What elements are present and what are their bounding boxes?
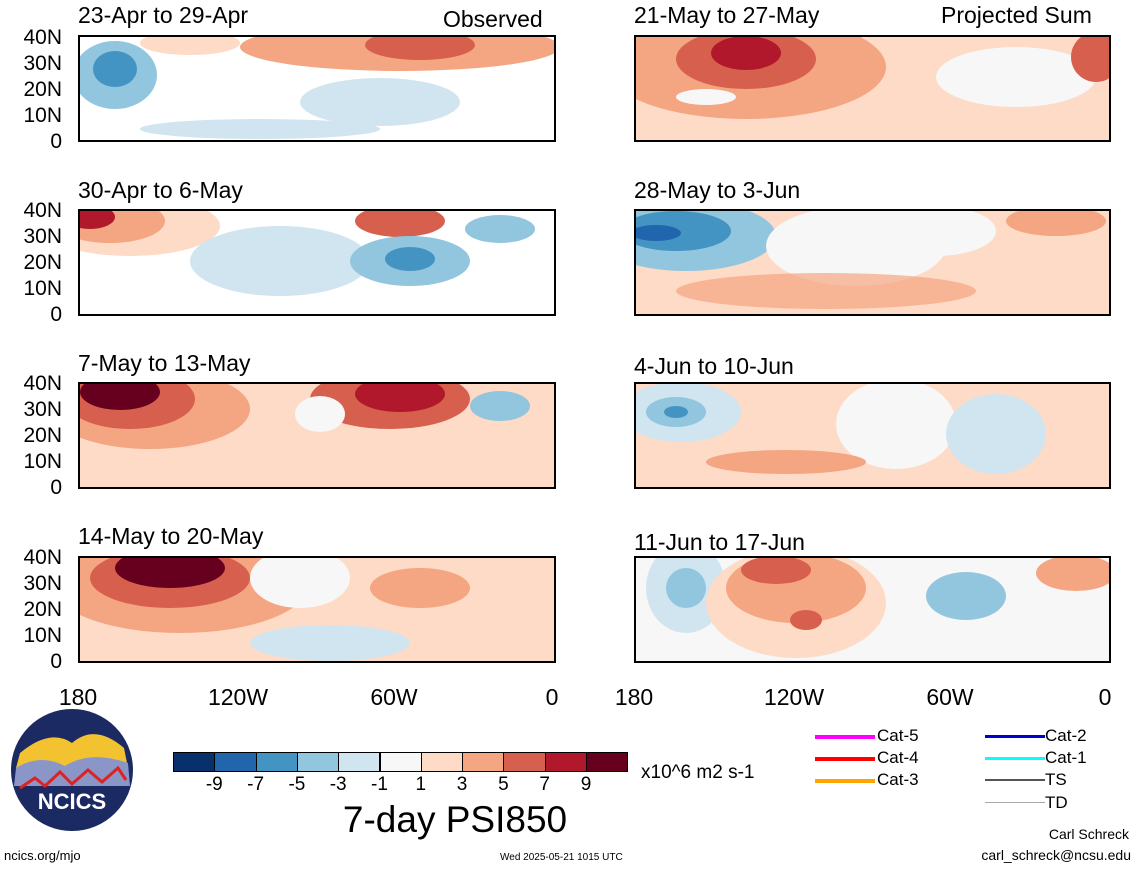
lat-label: 0: [50, 303, 62, 326]
panel-tag-projected: Projected Sum: [941, 2, 1092, 28]
colorbar-label: 3: [456, 774, 468, 795]
map-panel: [78, 556, 556, 663]
lon-label: 120W: [207, 684, 269, 710]
footer-email[interactable]: carl_schreck@ncsu.edu: [981, 847, 1131, 863]
lat-label: 20N: [23, 78, 62, 101]
colorbar-swatch: [544, 752, 587, 772]
map-panel: [78, 209, 556, 316]
legend-label: TD: [1045, 793, 1068, 812]
lat-label: 10N: [23, 450, 62, 473]
legend-line-cat3: [815, 779, 875, 783]
panel-title: 11-Jun to 17-Jun: [634, 529, 805, 555]
colorbar-swatch: [296, 752, 340, 772]
legend-line-cat5: [815, 735, 875, 739]
panel-title: 4-Jun to 10-Jun: [634, 353, 794, 379]
legend-line-cat4: [815, 757, 875, 761]
colorbar-swatch: [255, 752, 298, 772]
colorbar-swatch: [214, 752, 257, 772]
panel-title: 14-May to 20-May: [78, 523, 264, 549]
lat-label: 20N: [23, 598, 62, 621]
panel-title: 30-Apr to 6-May: [78, 177, 243, 203]
footer-link[interactable]: ncics.org/mjo: [4, 848, 81, 863]
lat-label: 20N: [23, 251, 62, 274]
legend-label: Cat-4: [877, 748, 919, 767]
panel-tag-observed: Observed: [443, 6, 543, 32]
colorbar-units: x10^6 m2 s-1: [641, 762, 755, 783]
colorbar-swatch: [420, 752, 464, 772]
colorbar-label: -3: [329, 774, 347, 795]
panel-title: 21-May to 27-May: [634, 2, 820, 28]
legend-line-cat2: [985, 735, 1045, 738]
lon-label: 180: [58, 684, 98, 710]
lat-label: 40N: [23, 372, 62, 395]
map-panel: [634, 382, 1111, 489]
legend-line-ts: [985, 779, 1045, 781]
main-title: 7-day PSI850: [342, 799, 568, 840]
colorbar-swatch: [173, 752, 216, 772]
footer-timestamp: Wed 2025-05-21 1015 UTC: [500, 852, 623, 863]
lon-label: 0: [1098, 684, 1112, 710]
map-panel: [634, 209, 1111, 316]
lon-label: 180: [614, 684, 654, 710]
legend-label: Cat-5: [877, 726, 919, 745]
lat-label: 30N: [23, 52, 62, 75]
lat-label: 30N: [23, 572, 62, 595]
colorbar-label: 7: [539, 774, 550, 795]
footer-author: Carl Schreck: [1048, 826, 1129, 842]
lon-label: 0: [545, 684, 559, 710]
map-panel: [78, 35, 556, 142]
colorbar-label: -9: [205, 774, 223, 795]
panel-title: 7-May to 13-May: [78, 350, 251, 376]
panel-title: 28-May to 3-Jun: [634, 177, 801, 203]
lon-label: 60W: [926, 684, 974, 710]
colorbar-label: -7: [247, 774, 265, 795]
lat-label: 10N: [23, 104, 62, 127]
lon-label: 120W: [763, 684, 825, 710]
ncics-logo: NCICS: [10, 708, 134, 832]
map-panel: [634, 35, 1111, 142]
colorbar-label: 5: [498, 774, 509, 795]
colorbar-swatch: [503, 752, 546, 772]
lat-label: 40N: [23, 546, 62, 569]
lat-label: 0: [50, 476, 62, 499]
colorbar-swatch: [338, 752, 381, 772]
legend-label: TS: [1045, 770, 1067, 789]
colorbar-label: -5: [288, 774, 306, 795]
lat-label: 30N: [23, 225, 62, 248]
colorbar-swatch: [379, 752, 422, 772]
colorbar-label: 1: [415, 774, 427, 795]
map-panel: [78, 382, 556, 489]
panel-title: 23-Apr to 29-Apr: [78, 2, 249, 28]
lat-label: 0: [50, 130, 62, 153]
lat-label: 0: [50, 650, 62, 673]
lat-label: 20N: [23, 424, 62, 447]
colorbar-swatch: [462, 752, 505, 772]
legend-label: Cat-3: [877, 770, 919, 789]
legend-line-cat1: [985, 757, 1045, 760]
legend-line-td: [985, 802, 1045, 803]
legend-label: Cat-1: [1045, 748, 1087, 767]
lat-label: 30N: [23, 398, 62, 421]
lat-label: 10N: [23, 624, 62, 647]
lat-label: 10N: [23, 277, 62, 300]
svg-text:NCICS: NCICS: [38, 789, 106, 814]
colorbar-label: 9: [580, 774, 592, 795]
map-panel: [634, 556, 1111, 663]
colorbar-swatch: [586, 752, 629, 772]
lat-label: 40N: [23, 26, 62, 49]
lon-label: 60W: [370, 684, 418, 710]
lat-label: 40N: [23, 199, 62, 222]
legend-label: Cat-2: [1045, 726, 1087, 745]
colorbar-label: -1: [371, 774, 388, 795]
